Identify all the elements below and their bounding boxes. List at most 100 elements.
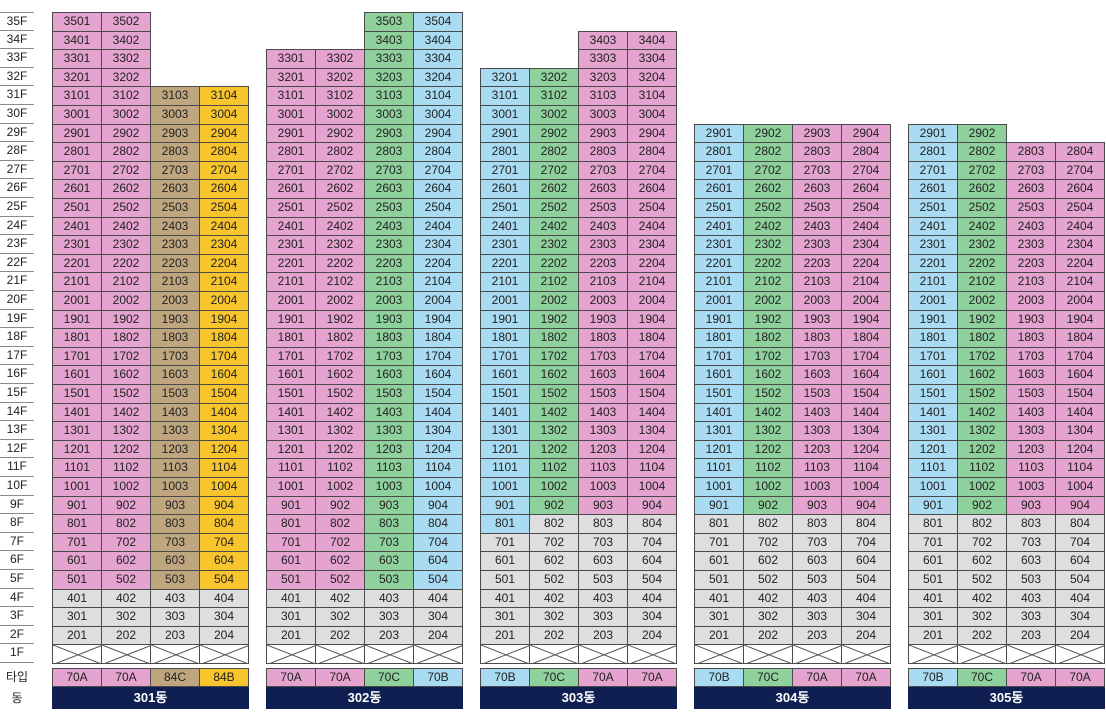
unit-cell: 1604: [199, 365, 249, 385]
unit-cell: 303: [364, 607, 414, 627]
unit-cell: 2401: [480, 216, 530, 237]
unit-cell: 3202: [315, 67, 365, 88]
unit-cell: 1501: [694, 384, 744, 404]
unit-cell: 1701: [52, 346, 102, 367]
unit-cell: 901: [480, 495, 530, 516]
floor-label: 6F: [0, 551, 34, 570]
unit-cell: 1903: [578, 309, 628, 330]
unit-cell: 1402: [315, 402, 365, 423]
unit-cell: 1703: [1006, 346, 1056, 367]
empty-first-floor-cell: [743, 644, 793, 664]
unit-cell: 903: [792, 495, 842, 516]
unit-cell: 1003: [364, 477, 414, 497]
floor-label: 27F: [0, 160, 34, 180]
unit-cell: 2203: [364, 253, 414, 274]
unit-cell: 1402: [101, 402, 151, 423]
floor-label: 21F: [0, 272, 34, 291]
unit-cell: 2404: [841, 216, 891, 237]
unit-cell: 2704: [1055, 160, 1105, 181]
building-name-bar: 305동: [908, 687, 1105, 709]
building-name-bar: 302동: [266, 687, 463, 709]
unit-cell: 503: [1006, 570, 1056, 590]
unit-cell: 1902: [743, 309, 793, 330]
unit-cell: 1803: [364, 328, 414, 348]
unit-cell: 2503: [1006, 198, 1056, 218]
unit-cell: 902: [315, 495, 365, 516]
unit-cell: 2901: [908, 123, 958, 144]
unit-cell: 1904: [841, 309, 891, 330]
unit-cell: 1803: [150, 328, 200, 348]
unit-cell: 302: [101, 607, 151, 627]
unit-cell: 2001: [480, 291, 530, 311]
unit-cell: 1502: [101, 384, 151, 404]
empty-first-floor-cell: [150, 644, 200, 664]
unit-cell: 402: [743, 588, 793, 609]
unit-cell: 404: [627, 588, 677, 609]
unit-cell: 802: [529, 514, 579, 534]
unit-cell: 3103: [364, 86, 414, 106]
unit-cell: 602: [957, 551, 1007, 571]
unit-cell: 1704: [199, 346, 249, 367]
unit-cell: 904: [199, 495, 249, 516]
unit-cell: 2803: [578, 142, 628, 162]
unit-cell: 2403: [364, 216, 414, 237]
unit-cell: 1303: [150, 421, 200, 441]
unit-cell: 1202: [315, 439, 365, 460]
unit-cell: 703: [1006, 532, 1056, 553]
unit-cell: 1002: [957, 477, 1007, 497]
unit-cell: 1601: [908, 365, 958, 385]
unit-cell: 603: [150, 551, 200, 571]
unit-cell: 3104: [413, 86, 463, 106]
unit-cell: 601: [52, 551, 102, 571]
unit-cell: 2801: [52, 142, 102, 162]
unit-cell: 2402: [529, 216, 579, 237]
unit-cell: 2703: [578, 160, 628, 181]
unit-cell: 2703: [792, 160, 842, 181]
floor-label: 11F: [0, 458, 34, 477]
unit-cell: 2002: [315, 291, 365, 311]
unit-cell: 2203: [578, 253, 628, 274]
unit-cell: 2503: [578, 198, 628, 218]
unit-cell: 2703: [364, 160, 414, 181]
unit-cell: 2703: [1006, 160, 1056, 181]
unit-cell: 3202: [101, 67, 151, 88]
unit-cell: 802: [101, 514, 151, 534]
unit-type-cell: 70C: [743, 668, 793, 687]
unit-cell: 3104: [627, 86, 677, 106]
unit-cell: 2402: [101, 216, 151, 237]
unit-cell: 1701: [266, 346, 316, 367]
unit-cell: 1401: [908, 402, 958, 423]
unit-cell: 2004: [841, 291, 891, 311]
unit-cell: 2203: [1006, 253, 1056, 274]
unit-cell: 703: [364, 532, 414, 553]
unit-cell: 2601: [480, 179, 530, 199]
unit-cell: 1603: [578, 365, 628, 385]
unit-cell: 2201: [266, 253, 316, 274]
unit-cell: 903: [150, 495, 200, 516]
unit-cell: 2503: [150, 198, 200, 218]
unit-cell: 503: [364, 570, 414, 590]
unit-cell: 2002: [743, 291, 793, 311]
unit-cell: 1103: [364, 458, 414, 478]
unit-cell: 2001: [52, 291, 102, 311]
unit-cell: 703: [792, 532, 842, 553]
unit-cell: 2101: [694, 272, 744, 292]
unit-cell: 1204: [627, 439, 677, 460]
unit-cell: 902: [101, 495, 151, 516]
unit-cell: 1301: [908, 421, 958, 441]
unit-cell: 702: [743, 532, 793, 553]
unit-cell: 2504: [1055, 198, 1105, 218]
unit-cell: 2403: [578, 216, 628, 237]
unit-cell: 801: [694, 514, 744, 534]
unit-cell: 402: [101, 588, 151, 609]
unit-cell: 803: [364, 514, 414, 534]
unit-cell: 203: [1006, 625, 1056, 646]
unit-cell: 804: [199, 514, 249, 534]
unit-cell: 1502: [743, 384, 793, 404]
unit-cell: 1701: [694, 346, 744, 367]
unit-cell: 3304: [413, 49, 463, 69]
unit-cell: 1101: [694, 458, 744, 478]
unit-cell: 1602: [743, 365, 793, 385]
unit-cell: 904: [1055, 495, 1105, 516]
